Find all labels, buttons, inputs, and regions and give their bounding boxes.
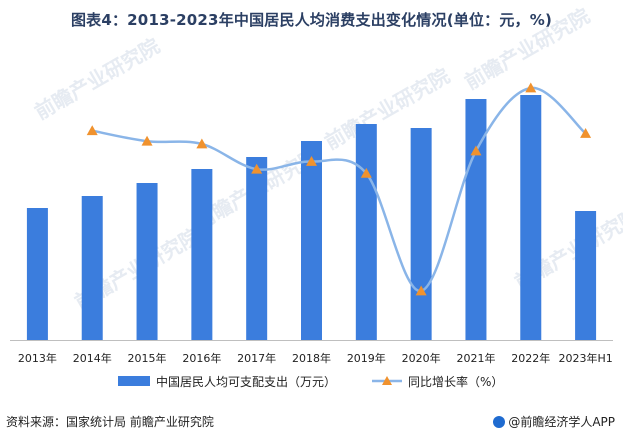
x-tick-label: 2013年 [18,351,57,365]
marker-2018年 [306,156,317,166]
marker-2023年H1 [580,128,592,138]
bar-2016年 [191,169,213,340]
marker-2017年 [251,163,263,174]
bar-2021年 [465,99,487,340]
x-tick-label: 2022年 [511,351,550,365]
legend-line-label: 同比增长率（%） [408,374,503,389]
growth-rate-markers [86,82,592,296]
marker-2021年 [470,145,482,156]
bar-2013年 [26,208,48,340]
bar-2020年 [410,128,432,340]
marker-2015年 [141,135,153,146]
marker-2019年 [360,167,372,178]
app-credit: @前瞻经济学人APP [493,413,615,430]
legend-marker-swatch [382,376,392,385]
x-tick-label: 2017年 [237,351,276,365]
legend-bar-label: 中国居民人均可支配支出（万元） [156,374,336,389]
watermark-text: 前瞻产业研究院 [321,64,454,155]
bar-2015年 [136,183,158,340]
marker-2016年 [196,138,208,149]
x-tick-label: 2023年H1 [558,351,612,365]
bar-2014年 [81,196,103,340]
bar-2022年 [520,95,542,340]
legend-bar-swatch [118,376,150,386]
brand-logo-icon [493,416,506,428]
bar-series [26,95,597,340]
bar-2018年 [301,141,322,340]
x-tick-label: 2018年 [292,351,331,365]
bar-2017年 [246,157,268,340]
x-tick-label: 2021年 [456,351,495,365]
x-tick-label: 2014年 [73,351,112,365]
x-tick-label: 2020年 [402,351,441,365]
marker-2022年 [525,82,537,93]
app-credit-text: @前瞻经济学人APP [508,415,615,429]
x-tick-label: 2016年 [182,351,221,365]
x-tick-label: 2019年 [347,351,386,365]
marker-2014年 [86,125,98,136]
x-tick-labels: 2013年 2014年 2015年 2016年 2017年 2018年 2019年 2020年… [18,351,613,365]
marker-2020年 [415,285,427,296]
legend: 中国居民人均可支配支出（万元） 同比增长率（%） [118,374,503,389]
watermark-text: 前瞻产业研究院 [461,4,594,95]
chart-title: 图表4：2013-2023年中国居民人均消费支出变化情况(单位：元，%) [70,11,553,29]
watermark-text: 前瞻产业研究院 [31,34,164,125]
x-tick-label: 2015年 [128,351,167,365]
bar-2023年H1 [575,211,597,340]
bar-2019年 [355,124,377,340]
source-note: 资料来源：国家统计局 前瞻产业研究院 [6,415,214,429]
